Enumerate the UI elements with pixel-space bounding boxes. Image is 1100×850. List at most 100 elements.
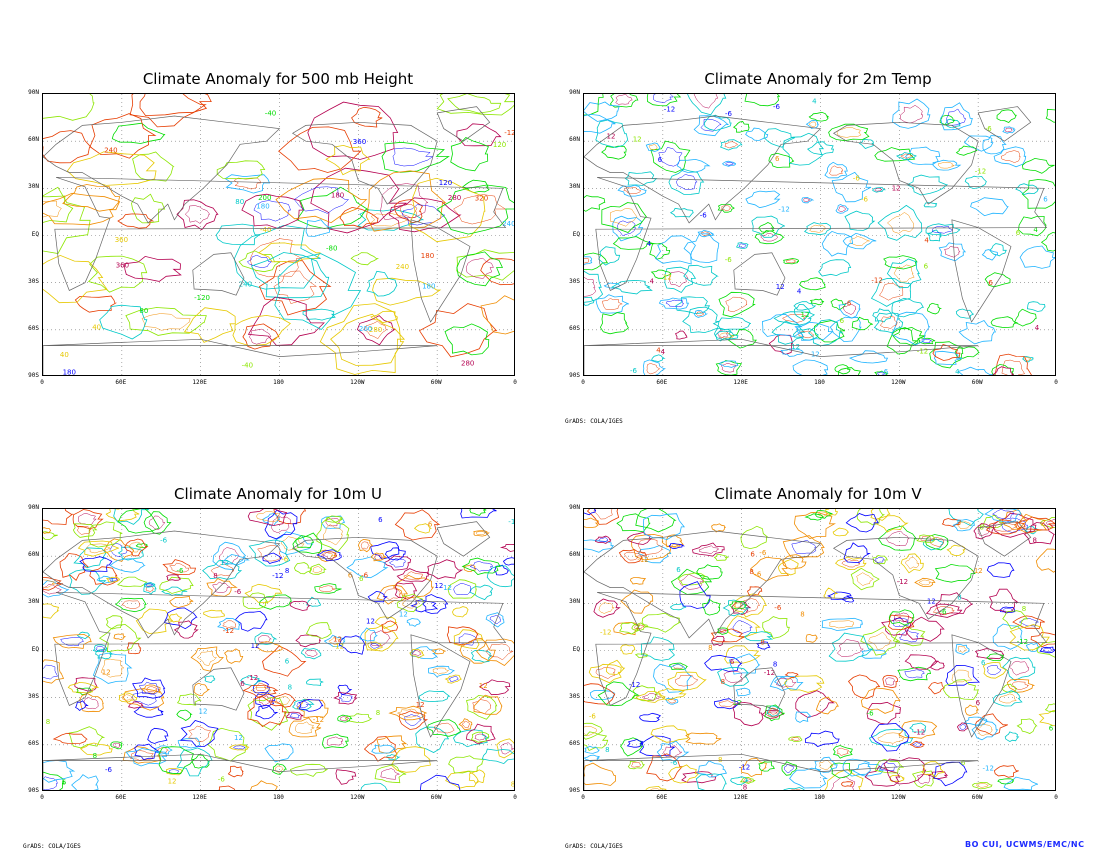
contour-line: [68, 726, 106, 749]
contour-line: [388, 558, 406, 568]
longitude-tick-label: 120E: [192, 379, 207, 386]
contour-line: [262, 645, 307, 677]
contour-line: [398, 710, 429, 730]
contour-line: [286, 711, 304, 720]
contour-line: [369, 213, 410, 227]
coastline: [832, 536, 979, 620]
contour-line: [586, 509, 620, 525]
contour-line: [977, 526, 991, 536]
contour-line: [993, 522, 1018, 532]
contour-line: [589, 689, 615, 701]
contour-line: [257, 545, 283, 562]
contour-line: [479, 679, 511, 696]
contour-line: [392, 147, 434, 167]
contour-line: [905, 146, 941, 165]
contour-line: [390, 746, 431, 773]
contour-line: [470, 731, 491, 743]
contour-line: [1014, 308, 1037, 327]
contour-label: -6: [700, 212, 708, 220]
contour-line: [232, 314, 291, 347]
contour-line: [314, 583, 342, 594]
contour-label: 8: [800, 611, 804, 619]
contour-line: [309, 563, 327, 575]
contour-label: 6: [428, 521, 433, 529]
contour-label: 6: [750, 550, 755, 558]
contour-line: [1018, 618, 1039, 627]
contour-line: [324, 515, 344, 523]
contour-line: [294, 721, 315, 734]
contour-label: 8: [743, 784, 747, 792]
contour-label: 6: [676, 566, 681, 574]
contour-line: [982, 514, 1004, 529]
contour-line: [1042, 647, 1054, 652]
contour-label: 6: [1049, 725, 1054, 733]
contour-label: -12: [917, 347, 928, 355]
contour-line: [925, 603, 963, 618]
contour-line: [357, 538, 374, 553]
contour-line: [584, 509, 597, 516]
contour-line: [218, 785, 236, 790]
contour-line: [380, 768, 400, 780]
contour-line: [971, 718, 999, 741]
coastline: [733, 667, 786, 711]
contour-label: -120: [194, 294, 210, 302]
contour-line: [904, 669, 925, 679]
contour-label: -12: [629, 681, 640, 689]
contour-line: [59, 553, 90, 581]
contour-line: [658, 147, 683, 167]
contour-label: -6: [985, 125, 993, 133]
contour-line: [955, 643, 970, 655]
contour-line: [697, 229, 715, 238]
contour-line: [832, 745, 853, 759]
contour-line: [339, 716, 350, 721]
contour-line: [763, 128, 795, 148]
contour-label: 8: [376, 709, 380, 717]
contour-line: [262, 552, 283, 564]
contour-line: [364, 320, 388, 340]
contour-line: [145, 585, 154, 593]
latitude-tick-label: 30S: [569, 692, 580, 700]
contour-label: 6: [658, 156, 663, 164]
contour-line: [444, 323, 490, 356]
contour-label: 12: [333, 636, 342, 644]
longitude-tick-label: 120W: [350, 379, 365, 386]
contour-line: [635, 691, 666, 703]
contour-line: [874, 370, 889, 375]
contour-line: [634, 624, 645, 630]
contour-line: [683, 264, 719, 286]
contour-line: [717, 667, 750, 687]
latitude-tick-label: EQ: [572, 230, 580, 238]
contour-line: [374, 764, 407, 784]
contour-label: -12: [914, 728, 925, 736]
contour-line: [667, 699, 676, 704]
contour-line: [79, 693, 104, 713]
contour-line: [970, 197, 1009, 217]
contour-line: [650, 140, 691, 173]
contour-line: [370, 541, 400, 560]
contour-line: [675, 330, 688, 340]
contour-line: [631, 533, 672, 561]
contour-line: [714, 330, 739, 341]
contour-line: [626, 738, 644, 748]
contour-line: [233, 177, 262, 190]
contour-line: [271, 763, 287, 775]
contour-line: [892, 617, 909, 627]
contour-line: [470, 649, 493, 663]
contour-line: [74, 295, 117, 313]
contour-line: [485, 612, 505, 628]
contour-line: [461, 720, 470, 728]
contour-line: [210, 564, 235, 577]
contour-line: [735, 687, 751, 697]
contour-line: [357, 209, 425, 231]
contour-line: [270, 515, 291, 534]
coastline: [54, 176, 507, 291]
contour-line: [668, 662, 689, 670]
contour-line: [831, 776, 856, 790]
contour-line: [824, 161, 848, 179]
contour-line: [72, 523, 98, 538]
contour-line: [646, 363, 661, 375]
contour-line: [382, 588, 402, 601]
contour-line: [842, 232, 877, 250]
contour-line: [176, 199, 219, 231]
contour-line: [255, 641, 283, 653]
